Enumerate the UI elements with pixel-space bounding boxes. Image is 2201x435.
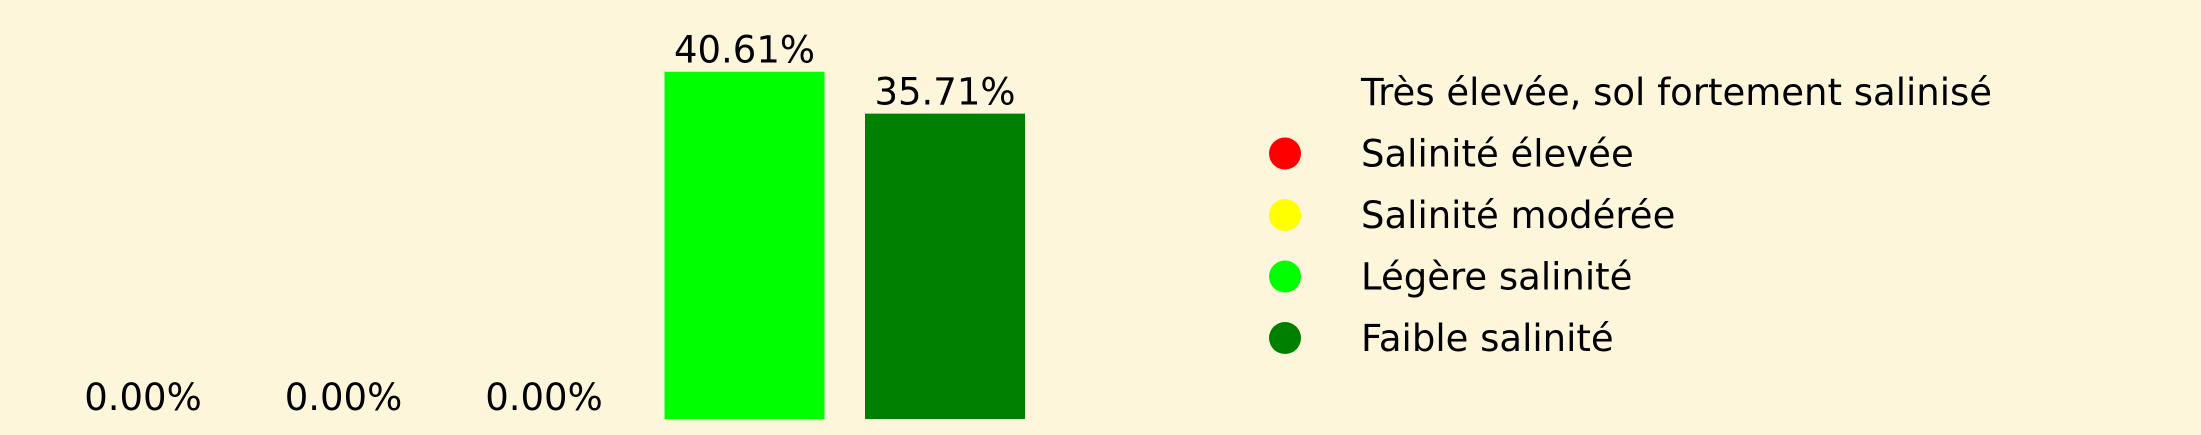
value-labels-group: 0.00% 0.00% 0.00% 40.61% 35.71%	[84, 29, 1015, 419]
bars-group	[664, 71, 1025, 419]
legend: Très élevée, sol fortement salinisé Salin…	[1269, 71, 1992, 360]
bar-value-label-0: 0.00%	[84, 376, 202, 419]
bar-4	[865, 113, 1025, 419]
legend-marker-3	[1269, 260, 1301, 293]
legend-marker-2	[1269, 199, 1301, 231]
bar-3	[664, 71, 825, 419]
bar-value-label-1: 0.00%	[285, 376, 403, 419]
legend-marker-1	[1269, 137, 1301, 170]
legend-label-2: Salinité modérée	[1361, 194, 1675, 237]
bar-value-label-4: 35.71%	[874, 71, 1015, 114]
legend-label-1: Salinité élevée	[1361, 133, 1634, 176]
bar-value-label-3: 40.61%	[674, 29, 815, 72]
legend-label-0: Très élevée, sol fortement salinisé	[1360, 71, 1992, 114]
legend-label-4: Faible salinité	[1361, 317, 1614, 360]
bar-value-label-2: 0.00%	[485, 376, 603, 419]
legend-marker-4	[1269, 322, 1301, 354]
legend-label-3: Légère salinité	[1361, 256, 1632, 299]
